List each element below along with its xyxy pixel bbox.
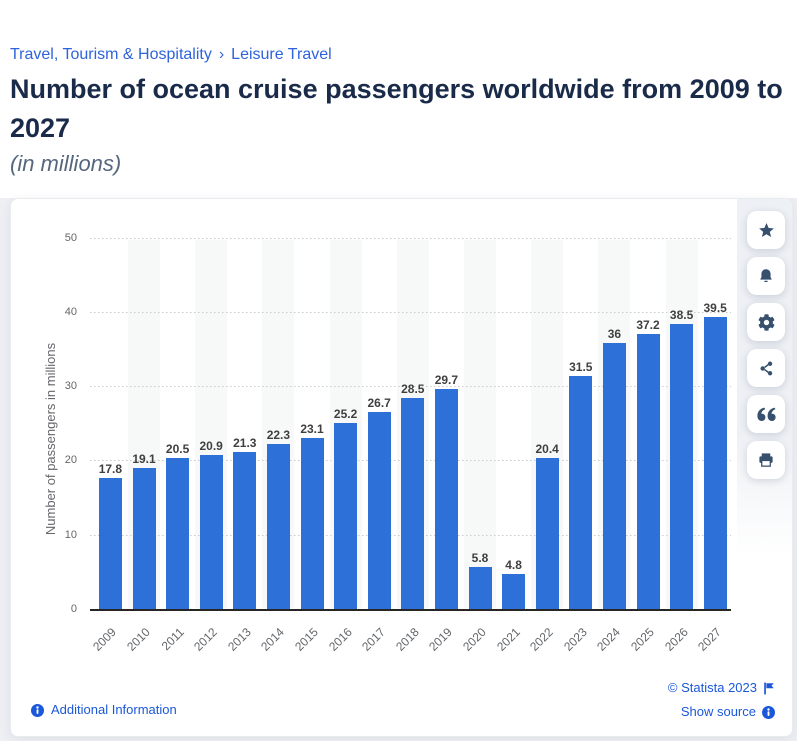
card-content: 0 10 20 30 40 50 17.8 2009 19.1 2010 20.5 2011 20.9 2… xyxy=(11,199,792,736)
favorite-button[interactable] xyxy=(747,211,785,249)
y-axis-title: Number of passengers in millions xyxy=(43,342,58,536)
bar-value-label-2010: 19.1 xyxy=(132,452,156,467)
bar-2013[interactable] xyxy=(233,451,257,610)
bar-value-label-2011: 20.5 xyxy=(165,441,190,456)
print-button[interactable] xyxy=(747,441,785,479)
bar-value-label-2019: 29.7 xyxy=(434,373,459,388)
bar-value-label-2023: 31.5 xyxy=(569,359,593,374)
bar-2016[interactable] xyxy=(334,422,358,610)
bar-value-label-2024: 36 xyxy=(607,326,622,341)
breadcrumb-separator: › xyxy=(218,46,225,63)
info-icon xyxy=(31,703,44,717)
y-tick-label-30: 30 xyxy=(64,380,77,393)
x-axis-line xyxy=(90,609,731,611)
bar-2012[interactable] xyxy=(199,454,223,610)
bar-value-label-2022: 20.4 xyxy=(535,442,559,457)
bar-value-label-2009: 17.8 xyxy=(98,461,123,476)
bar-value-label-2013: 21.3 xyxy=(233,435,257,450)
bar-2009[interactable] xyxy=(98,477,122,610)
bar-2025[interactable] xyxy=(636,333,660,610)
additional-information-link[interactable]: Additional Information xyxy=(31,702,177,718)
column-band-2020 xyxy=(464,240,496,608)
info-icon xyxy=(762,705,775,719)
share-button[interactable] xyxy=(747,349,785,387)
bar-2010[interactable] xyxy=(132,468,156,610)
y-tick-label-40: 40 xyxy=(64,305,77,318)
y-tick-label-50: 50 xyxy=(64,231,77,244)
bar-2019[interactable] xyxy=(434,389,458,610)
bar-2020[interactable] xyxy=(468,566,492,610)
bar-2017[interactable] xyxy=(367,411,391,610)
breadcrumb-link-leisure-travel[interactable]: Leisure Travel xyxy=(231,46,332,63)
bar-2027[interactable] xyxy=(703,316,727,610)
bar-value-label-2026: 38.5 xyxy=(669,307,694,322)
bar-value-label-2021: 4.8 xyxy=(505,558,522,573)
bar-value-label-2020: 5.8 xyxy=(471,550,489,565)
share-icon xyxy=(759,361,772,375)
bar-value-label-2014: 22.3 xyxy=(266,428,291,443)
quote-icon xyxy=(757,407,776,421)
bar-2026[interactable] xyxy=(670,323,694,610)
bar-2023[interactable] xyxy=(569,375,593,610)
y-tick-label-20: 20 xyxy=(64,454,77,467)
bar-2024[interactable] xyxy=(602,342,626,610)
bar-value-label-2018: 28.5 xyxy=(401,382,425,397)
copyright: © Statista 2023 xyxy=(668,680,775,696)
bar-value-label-2017: 26.7 xyxy=(367,395,391,410)
chart-card: 0 10 20 30 40 50 17.8 2009 19.1 2010 20.5 2011 20.9 2… xyxy=(10,198,793,737)
cite-button[interactable] xyxy=(747,395,785,433)
gridline-30 xyxy=(90,386,731,388)
bar-value-label-2027: 39.5 xyxy=(703,300,727,315)
flag-icon[interactable] xyxy=(763,681,775,695)
bar-value-label-2012: 20.9 xyxy=(199,438,223,453)
bar-value-label-2016: 25.2 xyxy=(333,406,358,421)
gear-icon xyxy=(758,313,774,331)
print-icon xyxy=(759,453,773,467)
breadcrumb: Travel, Tourism & Hospitality › Leisure Tr… xyxy=(10,45,332,65)
bar-2022[interactable] xyxy=(535,458,559,610)
bar-value-label-2015: 23.1 xyxy=(300,422,324,437)
gridline-50 xyxy=(90,237,731,239)
y-tick-label-10: 10 xyxy=(64,528,77,541)
bar-value-label-2025: 37.2 xyxy=(636,317,660,332)
bell-icon xyxy=(760,269,772,282)
bar-2014[interactable] xyxy=(266,444,290,610)
gridline-40 xyxy=(90,311,731,313)
bar-2021[interactable] xyxy=(502,574,526,610)
page-subtitle: (in millions) xyxy=(10,151,122,176)
show-source-link[interactable]: Show source xyxy=(681,704,775,720)
star-icon xyxy=(758,222,774,237)
bar-2018[interactable] xyxy=(401,398,425,610)
y-tick-label-0: 0 xyxy=(70,603,77,615)
bar-2015[interactable] xyxy=(300,438,324,610)
page-title: Number of ocean cruise passengers worldw… xyxy=(10,74,783,143)
notification-button[interactable] xyxy=(747,257,785,295)
breadcrumb-link-travel-tourism-hospitality[interactable]: Travel, Tourism & Hospitality xyxy=(10,46,212,63)
settings-button[interactable] xyxy=(747,303,785,341)
bar-2011[interactable] xyxy=(166,457,190,610)
